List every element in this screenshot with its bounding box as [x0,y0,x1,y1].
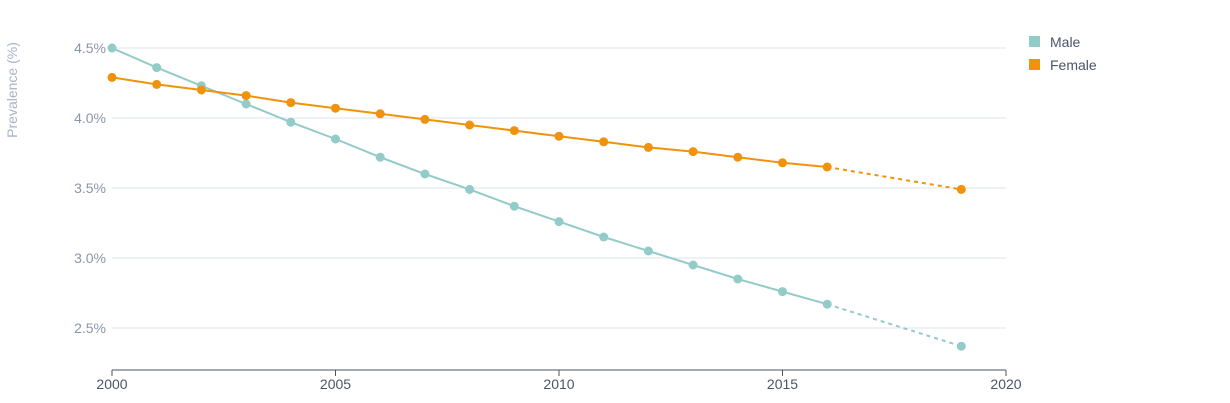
data-point[interactable] [331,103,340,113]
x-tick-label: 2015 [767,376,798,392]
y-tick-label: 3.5% [74,180,106,196]
data-point[interactable] [509,201,519,211]
legend-label: Female [1050,57,1097,73]
y-tick-label: 3.0% [74,250,106,266]
data-point[interactable] [822,299,832,309]
data-point[interactable] [107,43,117,53]
data-point[interactable] [465,120,475,130]
data-point[interactable] [241,99,251,109]
y-axis-title: Prevalence (%) [4,42,20,138]
legend-label: Male [1050,34,1081,50]
data-point[interactable] [643,142,653,152]
data-point[interactable] [375,109,385,119]
legend-item-male[interactable]: Male [1029,34,1081,50]
x-tick-label: 2020 [990,376,1021,392]
data-point[interactable] [509,126,519,136]
data-point[interactable] [778,158,787,168]
data-point[interactable] [465,184,475,194]
series-male [107,43,966,351]
y-tick-label: 4.5% [74,40,106,56]
data-point[interactable] [420,169,430,179]
data-point[interactable] [331,134,340,144]
series-line-projection [826,303,962,348]
x-tick-label: 2005 [320,376,351,392]
data-point[interactable] [599,137,609,147]
data-point[interactable] [778,287,787,297]
series-line [111,47,828,306]
data-point[interactable] [554,131,564,141]
data-point[interactable] [152,63,162,73]
data-point[interactable] [554,217,564,227]
data-point[interactable] [375,152,385,162]
data-point[interactable] [152,79,162,89]
data-point[interactable] [956,184,966,194]
data-point[interactable] [286,117,296,127]
legend-item-female[interactable]: Female [1029,57,1097,73]
data-point[interactable] [956,341,966,351]
gridlines [112,47,1006,329]
legend[interactable]: Male Female [1029,34,1097,73]
data-point[interactable] [107,72,117,82]
y-tick-label: 4.0% [74,110,106,126]
data-point[interactable] [733,152,743,162]
y-tick-label: 2.5% [74,320,106,336]
axes: 2.5% 3.0% 3.5% 4.0% 4.5% 2000 2005 2010 2015 2020 [74,40,1022,392]
legend-swatch [1029,59,1040,70]
x-tick-label: 2000 [96,376,127,392]
data-point[interactable] [822,162,832,172]
data-point[interactable] [420,114,430,124]
data-point[interactable] [196,85,206,95]
data-point[interactable] [241,91,251,101]
x-tick-label: 2010 [543,376,574,392]
data-point[interactable] [599,232,609,242]
data-point[interactable] [643,246,653,256]
series [107,43,966,351]
data-point[interactable] [688,147,698,157]
data-point[interactable] [286,98,296,108]
data-point[interactable] [688,260,698,270]
data-point[interactable] [733,274,743,284]
series-female [107,72,966,194]
legend-swatch [1029,36,1040,47]
series-line-projection [827,166,962,191]
